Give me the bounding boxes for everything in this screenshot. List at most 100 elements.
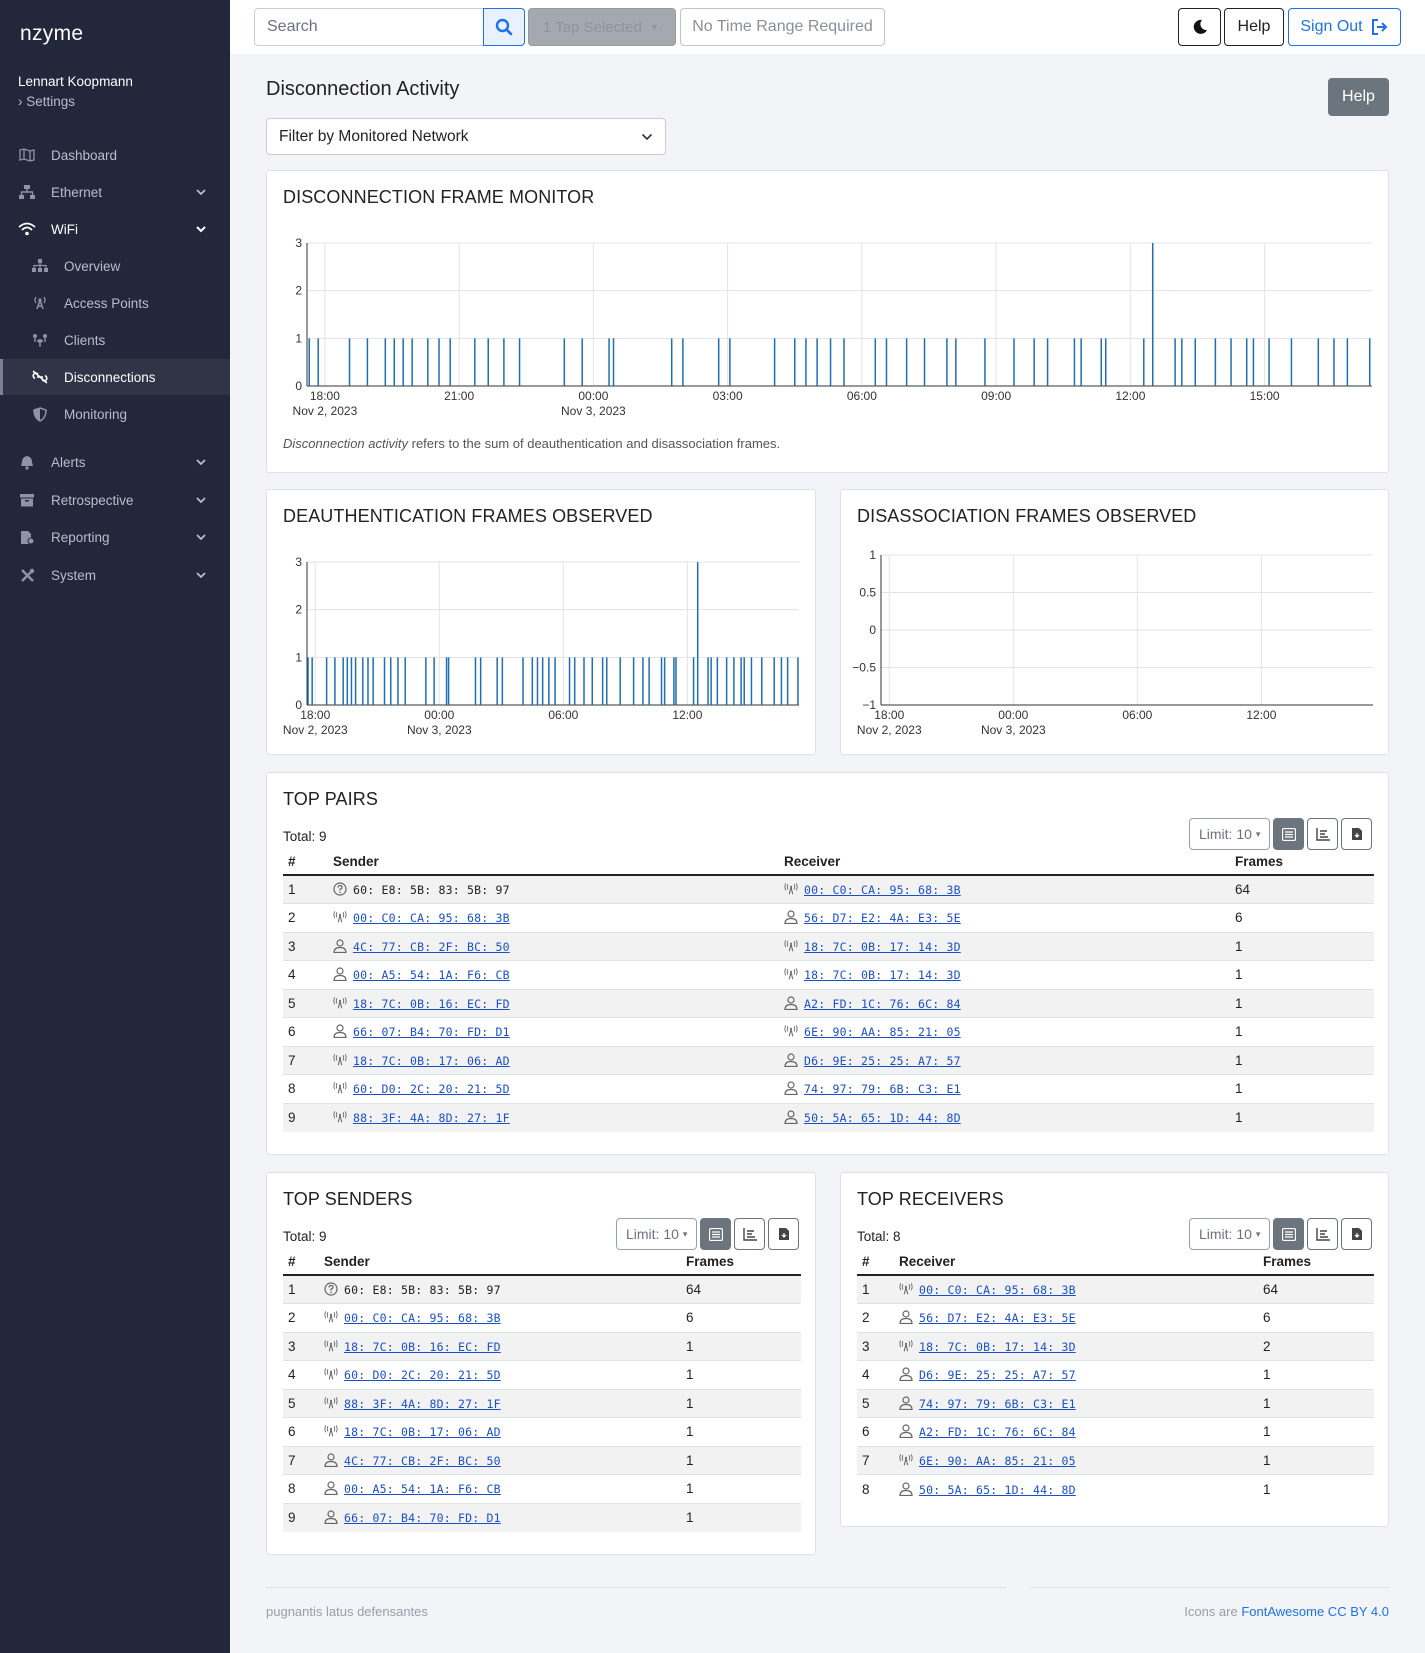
receiver-mac-link[interactable]: 18: 7C: 0B: 17: 14: 3D xyxy=(804,939,961,954)
limit-dropdown[interactable]: Limit: 10 ▾ xyxy=(1189,1218,1271,1250)
col-header-sender: Sender xyxy=(328,849,779,876)
bar xyxy=(501,657,504,705)
disassoc-title: DISASSOCIATION FRAMES OBSERVED xyxy=(857,506,1197,526)
receiver-cell: D6: 9E: 25: 25: A7: 57 xyxy=(894,1360,1258,1389)
sender-mac-link[interactable]: 66: 07: B4: 70: FD: D1 xyxy=(353,1025,510,1040)
export-button[interactable] xyxy=(768,1218,800,1250)
bar xyxy=(362,657,364,705)
table-view-button[interactable] xyxy=(1273,1218,1305,1250)
receiver-mac-link[interactable]: 6E: 90: AA: 85: 21: 05 xyxy=(919,1453,1076,1468)
receiver-mac-link[interactable]: 74: 97: 79: 6B: C3: E1 xyxy=(804,1082,961,1097)
row-number: 5 xyxy=(283,1388,319,1418)
sender-mac-link[interactable]: 88: 3F: 4A: 8D: 27: 1F xyxy=(353,1111,510,1125)
col-header-number: # xyxy=(283,849,328,876)
sidebar-item-wifi[interactable]: WiFi xyxy=(0,211,230,247)
fontawesome-link[interactable]: FontAwesome CC BY 4.0 xyxy=(1241,1604,1389,1619)
brand-logo[interactable]: nzyme xyxy=(20,22,84,45)
col-header-sender: Sender xyxy=(319,1249,681,1276)
x-tick-date: Nov 2, 2023 xyxy=(283,723,348,737)
sender-mac-link[interactable]: 00: C0: CA: 95: 68: 3B xyxy=(353,911,510,926)
sidebar-item-alerts[interactable]: Alerts xyxy=(0,444,230,480)
client-icon xyxy=(333,967,347,982)
sidebar-item-dashboard[interactable]: Dashboard xyxy=(0,137,230,173)
receiver-mac-link[interactable]: 50: 5A: 65: 1D: 44: 8D xyxy=(919,1482,1076,1497)
export-button[interactable] xyxy=(1341,1218,1373,1250)
sidebar-item-monitoring[interactable]: Monitoring xyxy=(0,396,230,432)
sidebar-item-access-points[interactable]: Access Points xyxy=(0,285,230,321)
sender-mac-link[interactable]: 00: A5: 54: 1A: F6: CB xyxy=(353,968,510,983)
sender-mac-link[interactable]: 00: A5: 54: 1A: F6: CB xyxy=(344,1482,501,1497)
client-icon xyxy=(899,1367,913,1382)
chart-view-button[interactable] xyxy=(734,1218,766,1250)
receiver-mac-link[interactable]: A2: FD: 1C: 76: 6C: 84 xyxy=(804,996,961,1011)
client-icon xyxy=(784,1110,798,1124)
table-view-button[interactable] xyxy=(700,1218,732,1250)
sender-mac-link[interactable]: 4C: 77: CB: 2F: BC: 50 xyxy=(344,1453,501,1468)
row-number: 5 xyxy=(857,1388,894,1418)
receiver-mac-link[interactable]: 56: D7: E2: 4A: E3: 5E xyxy=(919,1311,1076,1326)
table-view-button[interactable] xyxy=(1273,818,1305,850)
client-icon xyxy=(899,1396,913,1410)
receiver-mac-link[interactable]: 56: D7: E2: 4A: E3: 5E xyxy=(804,911,961,926)
receiver-mac-link[interactable]: 00: C0: CA: 95: 68: 3B xyxy=(919,1283,1076,1297)
dark-mode-toggle[interactable] xyxy=(1178,8,1221,46)
sender-mac-link[interactable]: 18: 7C: 0B: 16: EC: FD xyxy=(344,1339,501,1354)
sender-mac-link[interactable]: 4C: 77: CB: 2F: BC: 50 xyxy=(353,939,510,954)
sidebar-item-disconnections[interactable]: Disconnections xyxy=(0,359,230,395)
sender-mac-link[interactable]: 88: 3F: 4A: 8D: 27: 1F xyxy=(344,1396,501,1411)
sign-out-button[interactable]: Sign Out xyxy=(1288,8,1401,46)
x-tick-date: Nov 3, 2023 xyxy=(981,723,1046,737)
access-point-icon xyxy=(324,1368,338,1380)
bar xyxy=(750,657,753,705)
receiver-mac-link[interactable]: D6: 9E: 25: 25: A7: 57 xyxy=(919,1368,1076,1383)
chevron-down-icon xyxy=(196,497,206,504)
limit-dropdown[interactable]: Limit: 10 ▾ xyxy=(616,1218,698,1250)
monitor-title: DISCONNECTION FRAME MONITOR xyxy=(283,187,595,207)
row-number: 1 xyxy=(283,1274,319,1304)
sender-mac-link[interactable]: 66: 07: B4: 70: FD: D1 xyxy=(344,1511,501,1525)
sender-mac-link[interactable]: 18: 7C: 0B: 17: 06: AD xyxy=(344,1425,501,1440)
chart-view-button[interactable] xyxy=(1307,818,1339,850)
sidebar-item-reporting[interactable]: Reporting xyxy=(0,519,230,555)
chart-view-button[interactable] xyxy=(1307,1218,1339,1250)
frames-count: 1 xyxy=(1258,1417,1374,1446)
sidebar-item-overview[interactable]: Overview xyxy=(0,248,230,284)
receiver-mac-link[interactable]: 50: 5A: 65: 1D: 44: 8D xyxy=(804,1111,961,1125)
time-range-button[interactable]: No Time Range Required xyxy=(680,8,885,46)
sender-mac-link[interactable]: 60: D0: 2C: 20: 21: 5D xyxy=(353,1082,510,1097)
row-number: 3 xyxy=(283,931,328,961)
sender-mac-link[interactable]: 00: C0: CA: 95: 68: 3B xyxy=(344,1311,501,1326)
bar xyxy=(780,657,783,705)
help-button[interactable]: Help xyxy=(1328,78,1389,116)
sender-mac-link[interactable]: 18: 7C: 0B: 17: 06: AD xyxy=(353,1053,510,1068)
limit-dropdown[interactable]: Limit: 10 ▾ xyxy=(1189,818,1271,850)
bar xyxy=(438,338,440,386)
search-button[interactable] xyxy=(483,8,525,46)
search-input[interactable]: Search xyxy=(254,8,484,46)
receiver-mac-link[interactable]: 18: 7C: 0B: 17: 14: 3D xyxy=(804,968,961,983)
bar xyxy=(955,338,957,386)
sender-mac-link[interactable]: 60: D0: 2C: 20: 21: 5D xyxy=(344,1368,501,1383)
sidebar-item-retrospective[interactable]: Retrospective xyxy=(0,482,230,518)
row-number: 3 xyxy=(857,1331,894,1361)
sidebar-label-overview: Overview xyxy=(64,258,121,274)
receiver-mac-link[interactable]: D6: 9E: 25: 25: A7: 57 xyxy=(804,1053,961,1068)
sidebar-item-clients[interactable]: Clients xyxy=(0,322,230,358)
sidebar-label-clients: Clients xyxy=(64,332,106,348)
row-number: 9 xyxy=(283,1502,319,1532)
sender-mac-link[interactable]: 18: 7C: 0B: 16: EC: FD xyxy=(353,996,510,1011)
chevron-down-icon xyxy=(196,226,206,233)
tap-selector-button[interactable]: 1 Tap Selected ▾ xyxy=(528,8,676,46)
help-top-button[interactable]: Help xyxy=(1224,8,1284,46)
export-button[interactable] xyxy=(1341,818,1373,850)
network-filter-select[interactable]: Filter by Monitored Network xyxy=(266,118,666,155)
settings-link[interactable]: › Settings xyxy=(18,94,75,109)
receiver-mac-link[interactable]: A2: FD: 1C: 76: 6C: 84 xyxy=(919,1425,1076,1440)
receiver-mac-link[interactable]: 6E: 90: AA: 85: 21: 05 xyxy=(804,1025,961,1040)
receiver-mac-link[interactable]: 18: 7C: 0B: 17: 14: 3D xyxy=(919,1339,1076,1354)
receiver-mac-link[interactable]: 00: C0: CA: 95: 68: 3B xyxy=(804,883,961,897)
row-number: 7 xyxy=(283,1045,328,1075)
sidebar-item-system[interactable]: System xyxy=(0,557,230,593)
sidebar-item-ethernet[interactable]: Ethernet xyxy=(0,174,230,210)
receiver-mac-link[interactable]: 74: 97: 79: 6B: C3: E1 xyxy=(919,1396,1076,1411)
